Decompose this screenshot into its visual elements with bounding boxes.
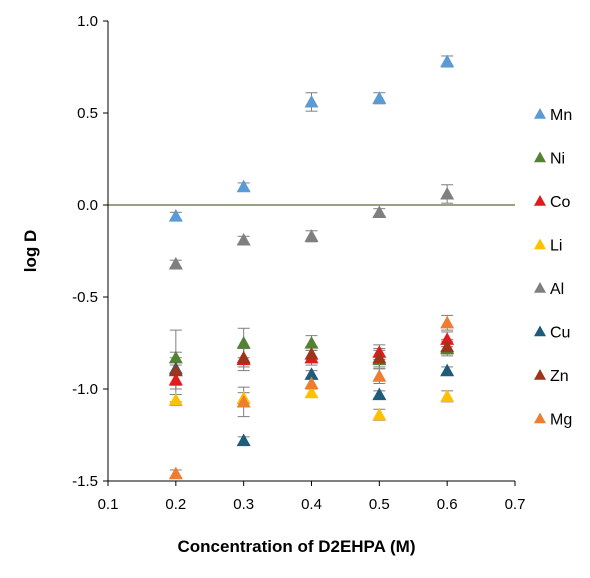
point-mn <box>440 54 455 68</box>
x-tick-label: 0.1 <box>98 496 119 513</box>
point-zn <box>372 350 387 364</box>
legend-marker-cu <box>534 325 546 337</box>
point-cu <box>236 433 251 447</box>
point-al <box>236 232 251 246</box>
y-axis-title: log D <box>21 230 40 273</box>
x-tick-label: 0.2 <box>165 496 186 513</box>
point-mn <box>168 209 183 222</box>
point-co <box>440 332 455 345</box>
y-tick-label: 1.0 <box>77 13 98 30</box>
legend-label-ni: Ni <box>550 151 565 168</box>
legend-label-co: Co <box>550 194 571 211</box>
point-zn <box>304 347 319 360</box>
point-zn <box>440 339 455 353</box>
point-li <box>304 385 319 399</box>
point-zn <box>168 363 183 377</box>
y-tick-label: 0.0 <box>77 197 98 214</box>
legend-marker-al <box>534 282 546 293</box>
point-al <box>168 256 183 270</box>
point-mn <box>372 91 387 104</box>
point-cu <box>304 367 319 380</box>
point-zn <box>236 350 251 364</box>
point-mg <box>236 394 251 408</box>
legend-marker-mg <box>534 412 546 424</box>
point-al <box>304 229 319 242</box>
x-axis-title: Concentration of D2EHPA (M) <box>178 537 416 556</box>
point-co <box>168 372 183 386</box>
plot-area <box>107 21 515 482</box>
point-ni <box>168 350 183 364</box>
legend-label-mn: Mn <box>550 107 572 124</box>
point-mg <box>168 466 183 480</box>
point-li <box>168 393 183 406</box>
point-al <box>372 205 387 218</box>
point-mn <box>236 179 251 193</box>
x-tick-label: 0.5 <box>369 496 390 513</box>
y-tick-label: -1.5 <box>72 473 98 490</box>
legend-marker-li <box>534 238 546 250</box>
point-cu <box>372 387 387 401</box>
legend-label-mg: Mg <box>550 412 572 429</box>
x-tick-label: 0.3 <box>233 496 254 513</box>
y-tick-label: -0.5 <box>72 289 98 306</box>
legend-label-li: Li <box>550 238 562 255</box>
legend-label-cu: Cu <box>550 325 570 342</box>
legend-marker-zn <box>534 369 546 380</box>
y-tick-label: 0.5 <box>77 105 98 122</box>
legend-marker-ni <box>534 151 546 163</box>
point-cu <box>440 363 455 377</box>
point-mg <box>440 315 455 329</box>
y-tick-label: -1.0 <box>72 381 98 398</box>
x-tick-label: 0.7 <box>505 496 526 513</box>
legend-label-al: Al <box>550 281 564 298</box>
legend-marker-co <box>534 195 546 206</box>
x-axis-ticks: 0.1 0.2 0.3 0.4 0.5 0.6 0.7 <box>98 481 526 513</box>
point-ni <box>304 336 319 349</box>
legend: Mn Ni Co Li Al Cu Zn Mg <box>534 107 572 429</box>
point-li <box>372 407 387 421</box>
legend-marker-mn <box>534 108 546 119</box>
point-mg <box>372 369 387 382</box>
point-mg <box>304 376 319 390</box>
point-al <box>440 186 455 200</box>
y-axis-ticks: 1.0 0.5 0.0 -0.5 -1.0 -1.5 <box>72 13 108 490</box>
point-mn <box>304 94 319 108</box>
legend-label-zn: Zn <box>550 368 569 385</box>
point-ni <box>236 336 251 349</box>
data-markers <box>168 54 455 480</box>
point-li <box>440 389 455 402</box>
x-tick-label: 0.6 <box>437 496 458 513</box>
x-tick-label: 0.4 <box>301 496 322 513</box>
error-bars <box>169 55 454 478</box>
